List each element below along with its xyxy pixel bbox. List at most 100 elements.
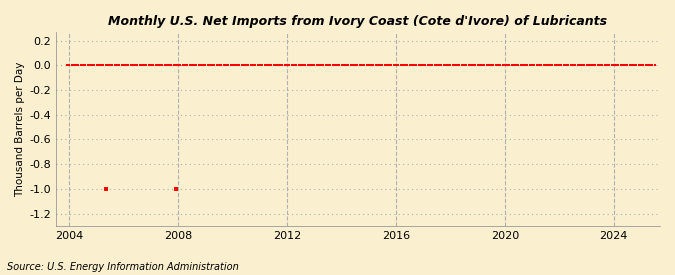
Point — [361, 63, 372, 67]
Point — [354, 63, 365, 67]
Point — [64, 63, 75, 67]
Point — [597, 63, 608, 67]
Point — [236, 63, 247, 67]
Point — [239, 63, 250, 67]
Point — [375, 63, 385, 67]
Point — [508, 63, 519, 67]
Point — [391, 63, 402, 67]
Point — [506, 63, 517, 67]
Point — [134, 63, 145, 67]
Point — [520, 63, 531, 67]
Point — [411, 63, 422, 67]
Point — [275, 63, 286, 67]
Point — [628, 63, 639, 67]
Point — [281, 63, 292, 67]
Point — [615, 63, 626, 67]
Point — [526, 63, 537, 67]
Point — [400, 63, 410, 67]
Point — [182, 63, 192, 67]
Point — [402, 63, 413, 67]
Point — [418, 63, 429, 67]
Point — [216, 63, 227, 67]
Point — [491, 63, 502, 67]
Point — [288, 63, 299, 67]
Point — [458, 63, 469, 67]
Point — [570, 63, 580, 67]
Point — [618, 63, 628, 67]
Point — [193, 63, 204, 67]
Point — [406, 63, 417, 67]
Point — [593, 63, 603, 67]
Point — [71, 63, 82, 67]
Point — [356, 63, 367, 67]
Point — [218, 63, 229, 67]
Point — [563, 63, 574, 67]
Point — [89, 63, 100, 67]
Point — [384, 63, 395, 67]
Point — [144, 63, 155, 67]
Point — [518, 63, 529, 67]
Point — [601, 63, 612, 67]
Point — [105, 63, 115, 67]
Point — [80, 63, 90, 67]
Point — [463, 63, 474, 67]
Point — [157, 63, 168, 67]
Point — [522, 63, 533, 67]
Point — [431, 63, 442, 67]
Point — [524, 63, 535, 67]
Point — [561, 63, 572, 67]
Point — [504, 63, 515, 67]
Point — [477, 63, 487, 67]
Point — [343, 63, 354, 67]
Point — [146, 63, 157, 67]
Point — [472, 63, 483, 67]
Point — [373, 63, 383, 67]
Point — [309, 63, 320, 67]
Point — [214, 63, 225, 67]
Point — [211, 63, 222, 67]
Point — [318, 63, 329, 67]
Point — [248, 63, 259, 67]
Point — [209, 63, 220, 67]
Point — [502, 63, 512, 67]
Point — [268, 63, 279, 67]
Point — [352, 63, 362, 67]
Point — [645, 63, 655, 67]
Point — [515, 63, 526, 67]
Point — [66, 63, 77, 67]
Point — [148, 63, 159, 67]
Point — [470, 63, 481, 67]
Point — [466, 63, 477, 67]
Point — [191, 63, 202, 67]
Point — [549, 63, 560, 67]
Point — [243, 63, 254, 67]
Point — [368, 63, 379, 67]
Point — [363, 63, 374, 67]
Point — [545, 63, 556, 67]
Point — [590, 63, 601, 67]
Point — [293, 63, 304, 67]
Point — [572, 63, 583, 67]
Point — [171, 63, 182, 67]
Point — [153, 63, 163, 67]
Point — [230, 63, 240, 67]
Text: Source: U.S. Energy Information Administration: Source: U.S. Energy Information Administ… — [7, 262, 238, 272]
Point — [558, 63, 569, 67]
Point — [551, 63, 562, 67]
Point — [388, 63, 399, 67]
Point — [96, 63, 107, 67]
Point — [536, 63, 547, 67]
Point — [358, 63, 369, 67]
Point — [427, 63, 437, 67]
Point — [425, 63, 435, 67]
Point — [348, 63, 358, 67]
Point — [73, 63, 84, 67]
Point — [188, 63, 199, 67]
Point — [164, 63, 175, 67]
Point — [259, 63, 270, 67]
Point — [334, 63, 345, 67]
Point — [252, 63, 263, 67]
Point — [234, 63, 245, 67]
Point — [448, 63, 458, 67]
Point — [336, 63, 347, 67]
